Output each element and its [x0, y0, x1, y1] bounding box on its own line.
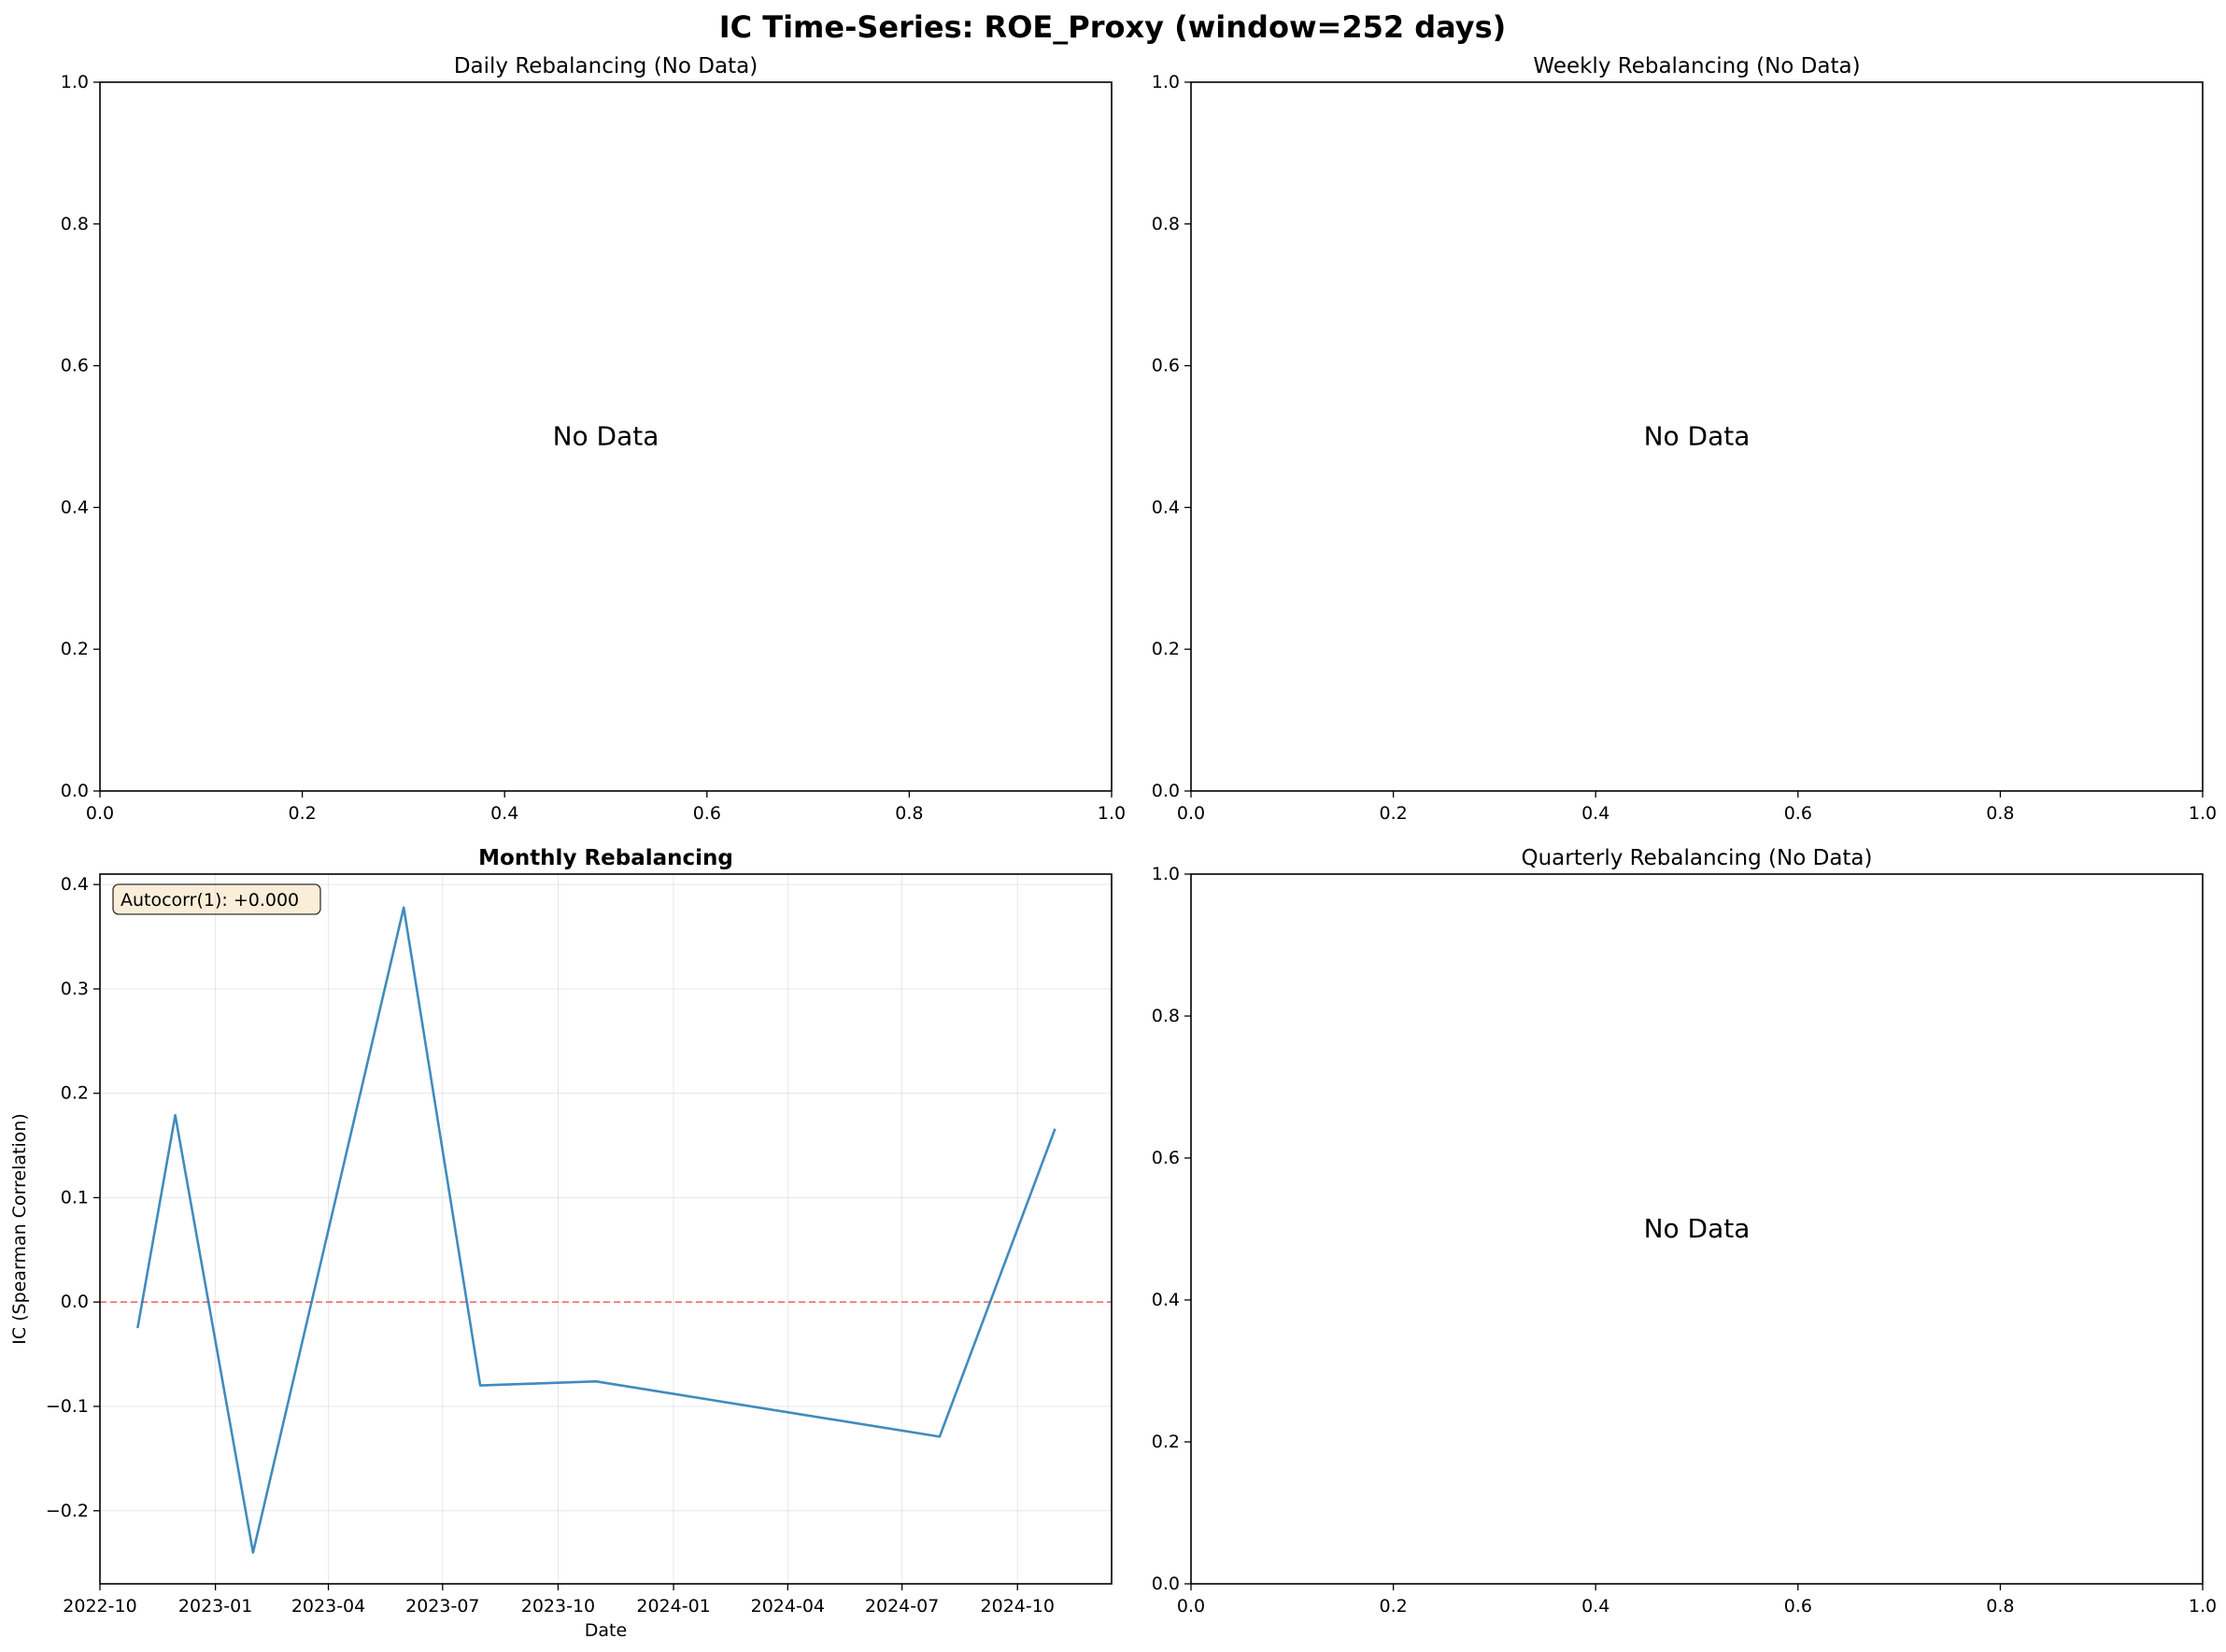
y-axis-label: IC (Spearman Correlation): [9, 1113, 30, 1345]
x-tick-label: 0.6: [1784, 803, 1812, 824]
no-data-message: No Data: [1644, 1213, 1751, 1244]
y-tick-label: 0.4: [61, 497, 89, 517]
x-tick-label: 2023-10: [521, 1596, 595, 1617]
y-tick-label: 0.2: [1152, 639, 1180, 659]
x-tick-label: 2022-10: [63, 1596, 136, 1617]
axes-frame: [99, 81, 1113, 792]
x-tick-label: 2024-01: [636, 1596, 710, 1617]
y-tick-label: 0.6: [1152, 356, 1180, 376]
x-tick-label: 0.0: [1177, 803, 1205, 824]
y-tick-label: 0.0: [61, 781, 89, 801]
x-tick-label: 2023-07: [405, 1596, 479, 1617]
y-tick-label: 0.8: [1152, 214, 1180, 234]
x-tick-label: 0.4: [1581, 803, 1609, 824]
x-tick-label: 2024-07: [865, 1596, 939, 1617]
x-tick-label: 0.2: [1379, 803, 1407, 824]
x-tick-label: 0.4: [490, 803, 518, 824]
y-tick-label: 1.0: [1152, 72, 1180, 92]
no-data-message: No Data: [553, 421, 659, 452]
figure-suptitle: IC Time-Series: ROE_Proxy (window=252 da…: [719, 9, 1507, 45]
x-tick-label: 1.0: [1098, 803, 1126, 824]
x-tick-label: 0.8: [1986, 1596, 2014, 1617]
x-tick-label: 0.2: [1379, 1596, 1407, 1617]
panel-title: Daily Rebalancing (No Data): [454, 54, 758, 78]
y-tick-label: 0.8: [61, 214, 89, 234]
x-tick-label: 2023-04: [291, 1596, 365, 1617]
y-tick-label: 0.8: [1152, 1006, 1180, 1026]
axes-frame: [99, 873, 1113, 1585]
panel-title: Weekly Rebalancing (No Data): [1533, 54, 1860, 78]
y-tick-label: 0.1: [61, 1187, 89, 1207]
x-tick-label: 0.0: [1177, 1596, 1205, 1617]
y-tick-label: −0.2: [46, 1501, 89, 1521]
y-tick-label: 0.4: [61, 874, 89, 895]
x-tick-label: 2024-04: [751, 1596, 825, 1617]
y-tick-label: 1.0: [61, 72, 89, 92]
x-tick-label: 0.2: [288, 803, 316, 824]
panel-title: Monthly Rebalancing: [478, 846, 733, 870]
autocorr-annotation: Autocorr(1): +0.000: [121, 890, 299, 911]
x-tick-label: 2024-10: [981, 1596, 1055, 1617]
series-line: [136, 906, 1056, 1554]
x-tick-label: 0.6: [1784, 1596, 1812, 1617]
y-tick-label: 0.2: [1152, 1432, 1180, 1452]
panel-daily: Daily Rebalancing (No Data) 0.0 0.2 0.4 0.6 0…: [61, 54, 1126, 824]
y-tick-label: 0.0: [1152, 1574, 1180, 1594]
x-tick-label: 0.0: [86, 803, 114, 824]
y-tick-label: 0.2: [61, 639, 89, 659]
y-tick-label: 0.4: [1152, 497, 1180, 517]
x-tick-label: 0.6: [693, 803, 721, 824]
x-axis-label: Date: [585, 1620, 627, 1641]
x-tick-label: 2023-01: [178, 1596, 252, 1617]
y-tick-label: 0.0: [1152, 781, 1180, 801]
panel-monthly: Monthly Rebalancing 2022-10 2023-01 2023-04…: [9, 846, 1113, 1641]
autocorr-annotation-box: [112, 883, 321, 915]
y-tick-label: 0.4: [1152, 1290, 1180, 1310]
x-tick-label: 0.8: [1986, 803, 2014, 824]
panel-quarterly: Quarterly Rebalancing (No Data) 0.0 0.2 0.4…: [1152, 846, 2217, 1617]
x-tick-label: 1.0: [2189, 803, 2217, 824]
x-tick-label: 0.8: [895, 803, 923, 824]
panel-weekly: Weekly Rebalancing (No Data) 0.0 0.2 0.4 0.6…: [1152, 54, 2217, 824]
y-tick-label: −0.1: [46, 1396, 89, 1417]
panel-title: Quarterly Rebalancing (No Data): [1522, 846, 1873, 870]
no-data-message: No Data: [1644, 421, 1751, 452]
y-tick-label: 0.6: [61, 356, 89, 376]
y-tick-label: 0.6: [1152, 1148, 1180, 1168]
y-tick-label: 0.2: [61, 1083, 89, 1104]
x-tick-label: 1.0: [2189, 1596, 2217, 1617]
axes-frame: [1190, 873, 2204, 1585]
axes-frame: [1190, 81, 2204, 792]
panels: Daily Rebalancing (No Data) 0.0 0.2 0.4 0.6 0…: [9, 54, 2217, 1641]
x-tick-label: 0.4: [1581, 1596, 1609, 1617]
y-tick-label: 0.0: [61, 1292, 89, 1312]
y-tick-label: 0.3: [61, 979, 89, 999]
y-tick-label: 1.0: [1152, 864, 1180, 884]
